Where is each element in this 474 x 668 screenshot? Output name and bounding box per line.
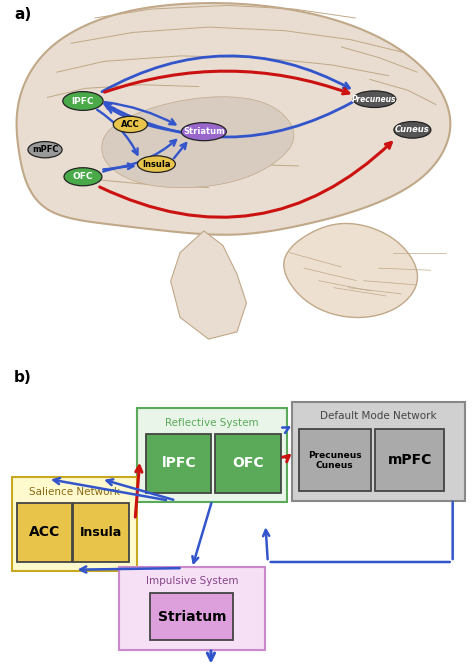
FancyArrowPatch shape (105, 102, 352, 137)
Text: ACC: ACC (121, 120, 140, 129)
Polygon shape (171, 231, 246, 339)
FancyArrowPatch shape (263, 530, 269, 559)
FancyArrowPatch shape (108, 108, 179, 132)
FancyArrowPatch shape (192, 503, 211, 563)
Ellipse shape (353, 91, 396, 108)
FancyBboxPatch shape (118, 566, 265, 649)
FancyArrowPatch shape (80, 566, 180, 572)
FancyArrowPatch shape (105, 102, 175, 124)
Text: OFC: OFC (73, 172, 93, 181)
Text: Striatum: Striatum (158, 610, 226, 624)
FancyBboxPatch shape (73, 503, 128, 562)
Ellipse shape (64, 168, 102, 186)
FancyArrowPatch shape (103, 164, 134, 172)
Text: ACC: ACC (29, 525, 60, 539)
FancyBboxPatch shape (292, 402, 465, 500)
Text: Precuneus
Cuneus: Precuneus Cuneus (308, 450, 362, 470)
Text: Insula: Insula (142, 160, 171, 168)
FancyArrowPatch shape (283, 456, 289, 462)
Polygon shape (284, 224, 418, 317)
Ellipse shape (113, 116, 147, 132)
Text: mPFC: mPFC (32, 145, 58, 154)
FancyArrowPatch shape (107, 480, 173, 500)
FancyArrowPatch shape (54, 478, 166, 500)
FancyArrowPatch shape (135, 466, 142, 517)
FancyBboxPatch shape (17, 503, 72, 562)
FancyBboxPatch shape (375, 429, 444, 491)
Text: Salience Network: Salience Network (29, 487, 120, 497)
Text: OFC: OFC (232, 456, 264, 470)
Text: a): a) (14, 7, 31, 22)
FancyArrowPatch shape (103, 140, 176, 170)
Text: lPFC: lPFC (162, 456, 196, 470)
FancyBboxPatch shape (12, 478, 137, 571)
Text: b): b) (14, 370, 32, 385)
FancyArrowPatch shape (105, 71, 349, 94)
FancyBboxPatch shape (299, 429, 371, 491)
Text: mPFC: mPFC (388, 454, 432, 467)
Text: Default Mode Network: Default Mode Network (319, 411, 437, 422)
FancyArrowPatch shape (97, 110, 137, 154)
Polygon shape (17, 3, 450, 234)
FancyBboxPatch shape (151, 593, 233, 641)
FancyArrowPatch shape (174, 143, 186, 158)
Text: lPFC: lPFC (72, 96, 94, 106)
FancyBboxPatch shape (146, 434, 211, 493)
FancyBboxPatch shape (215, 434, 281, 493)
Text: Cuneus: Cuneus (395, 126, 430, 134)
Ellipse shape (28, 142, 62, 158)
FancyArrowPatch shape (100, 142, 392, 217)
Text: Impulsive System: Impulsive System (146, 576, 238, 586)
Text: Insula: Insula (80, 526, 122, 539)
Polygon shape (102, 97, 294, 188)
Ellipse shape (394, 122, 431, 138)
Ellipse shape (63, 92, 103, 110)
FancyArrowPatch shape (102, 56, 349, 92)
FancyBboxPatch shape (137, 408, 287, 502)
Text: Striatum: Striatum (183, 127, 225, 136)
Text: Reflective System: Reflective System (165, 418, 259, 428)
Text: Precuneus: Precuneus (352, 95, 397, 104)
FancyArrowPatch shape (282, 428, 289, 433)
Ellipse shape (137, 156, 175, 172)
Ellipse shape (181, 123, 226, 141)
